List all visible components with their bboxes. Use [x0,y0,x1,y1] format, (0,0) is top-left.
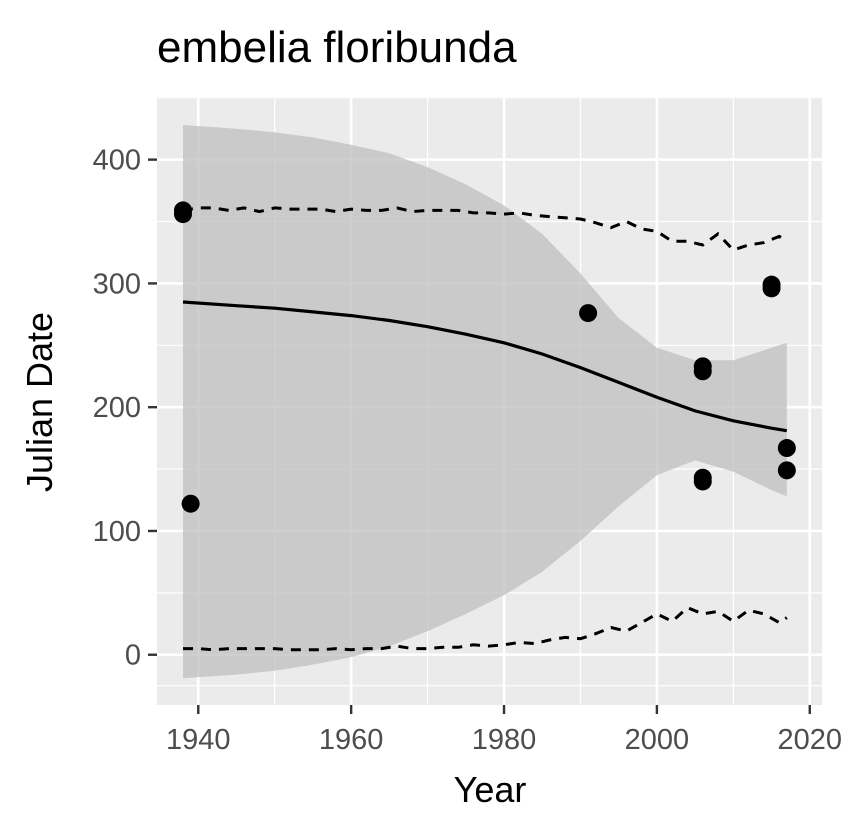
x-tick-label: 1980 [472,724,537,756]
y-tick-label: 200 [93,392,141,424]
x-tick-label: 2020 [778,724,843,756]
x-tick-label: 1940 [166,724,231,756]
y-tick-label: 400 [93,145,141,177]
fit-line-layer [182,300,788,433]
data-point [181,494,200,513]
x-axis-title: Year [454,769,527,810]
x-tick-label: 1960 [319,724,384,756]
data-point [693,472,712,491]
chart-title: embelia floribunda [157,23,517,72]
x-tick-label: 2000 [625,724,690,756]
y-axis-title: Julian Date [19,312,60,492]
y-tick-label: 100 [93,516,141,548]
y-tick-label: 300 [93,268,141,300]
confidence-band-layer [183,125,787,679]
data-point [762,279,781,298]
confidence-band [183,125,787,679]
data-point [777,461,796,480]
fit-line [182,300,788,433]
data-point [579,304,598,323]
upper-quantile-line [182,206,788,252]
data-point [173,205,192,224]
y-tick-label: 0 [125,640,141,672]
data-point [777,439,796,458]
data-points [173,201,796,513]
quantile-lines-layer [182,206,788,652]
lower-quantile-line [183,605,788,652]
axes: 1940 1960 1980 2000 2020 0 100 200 300 400 [93,145,842,756]
data-point [693,362,712,381]
